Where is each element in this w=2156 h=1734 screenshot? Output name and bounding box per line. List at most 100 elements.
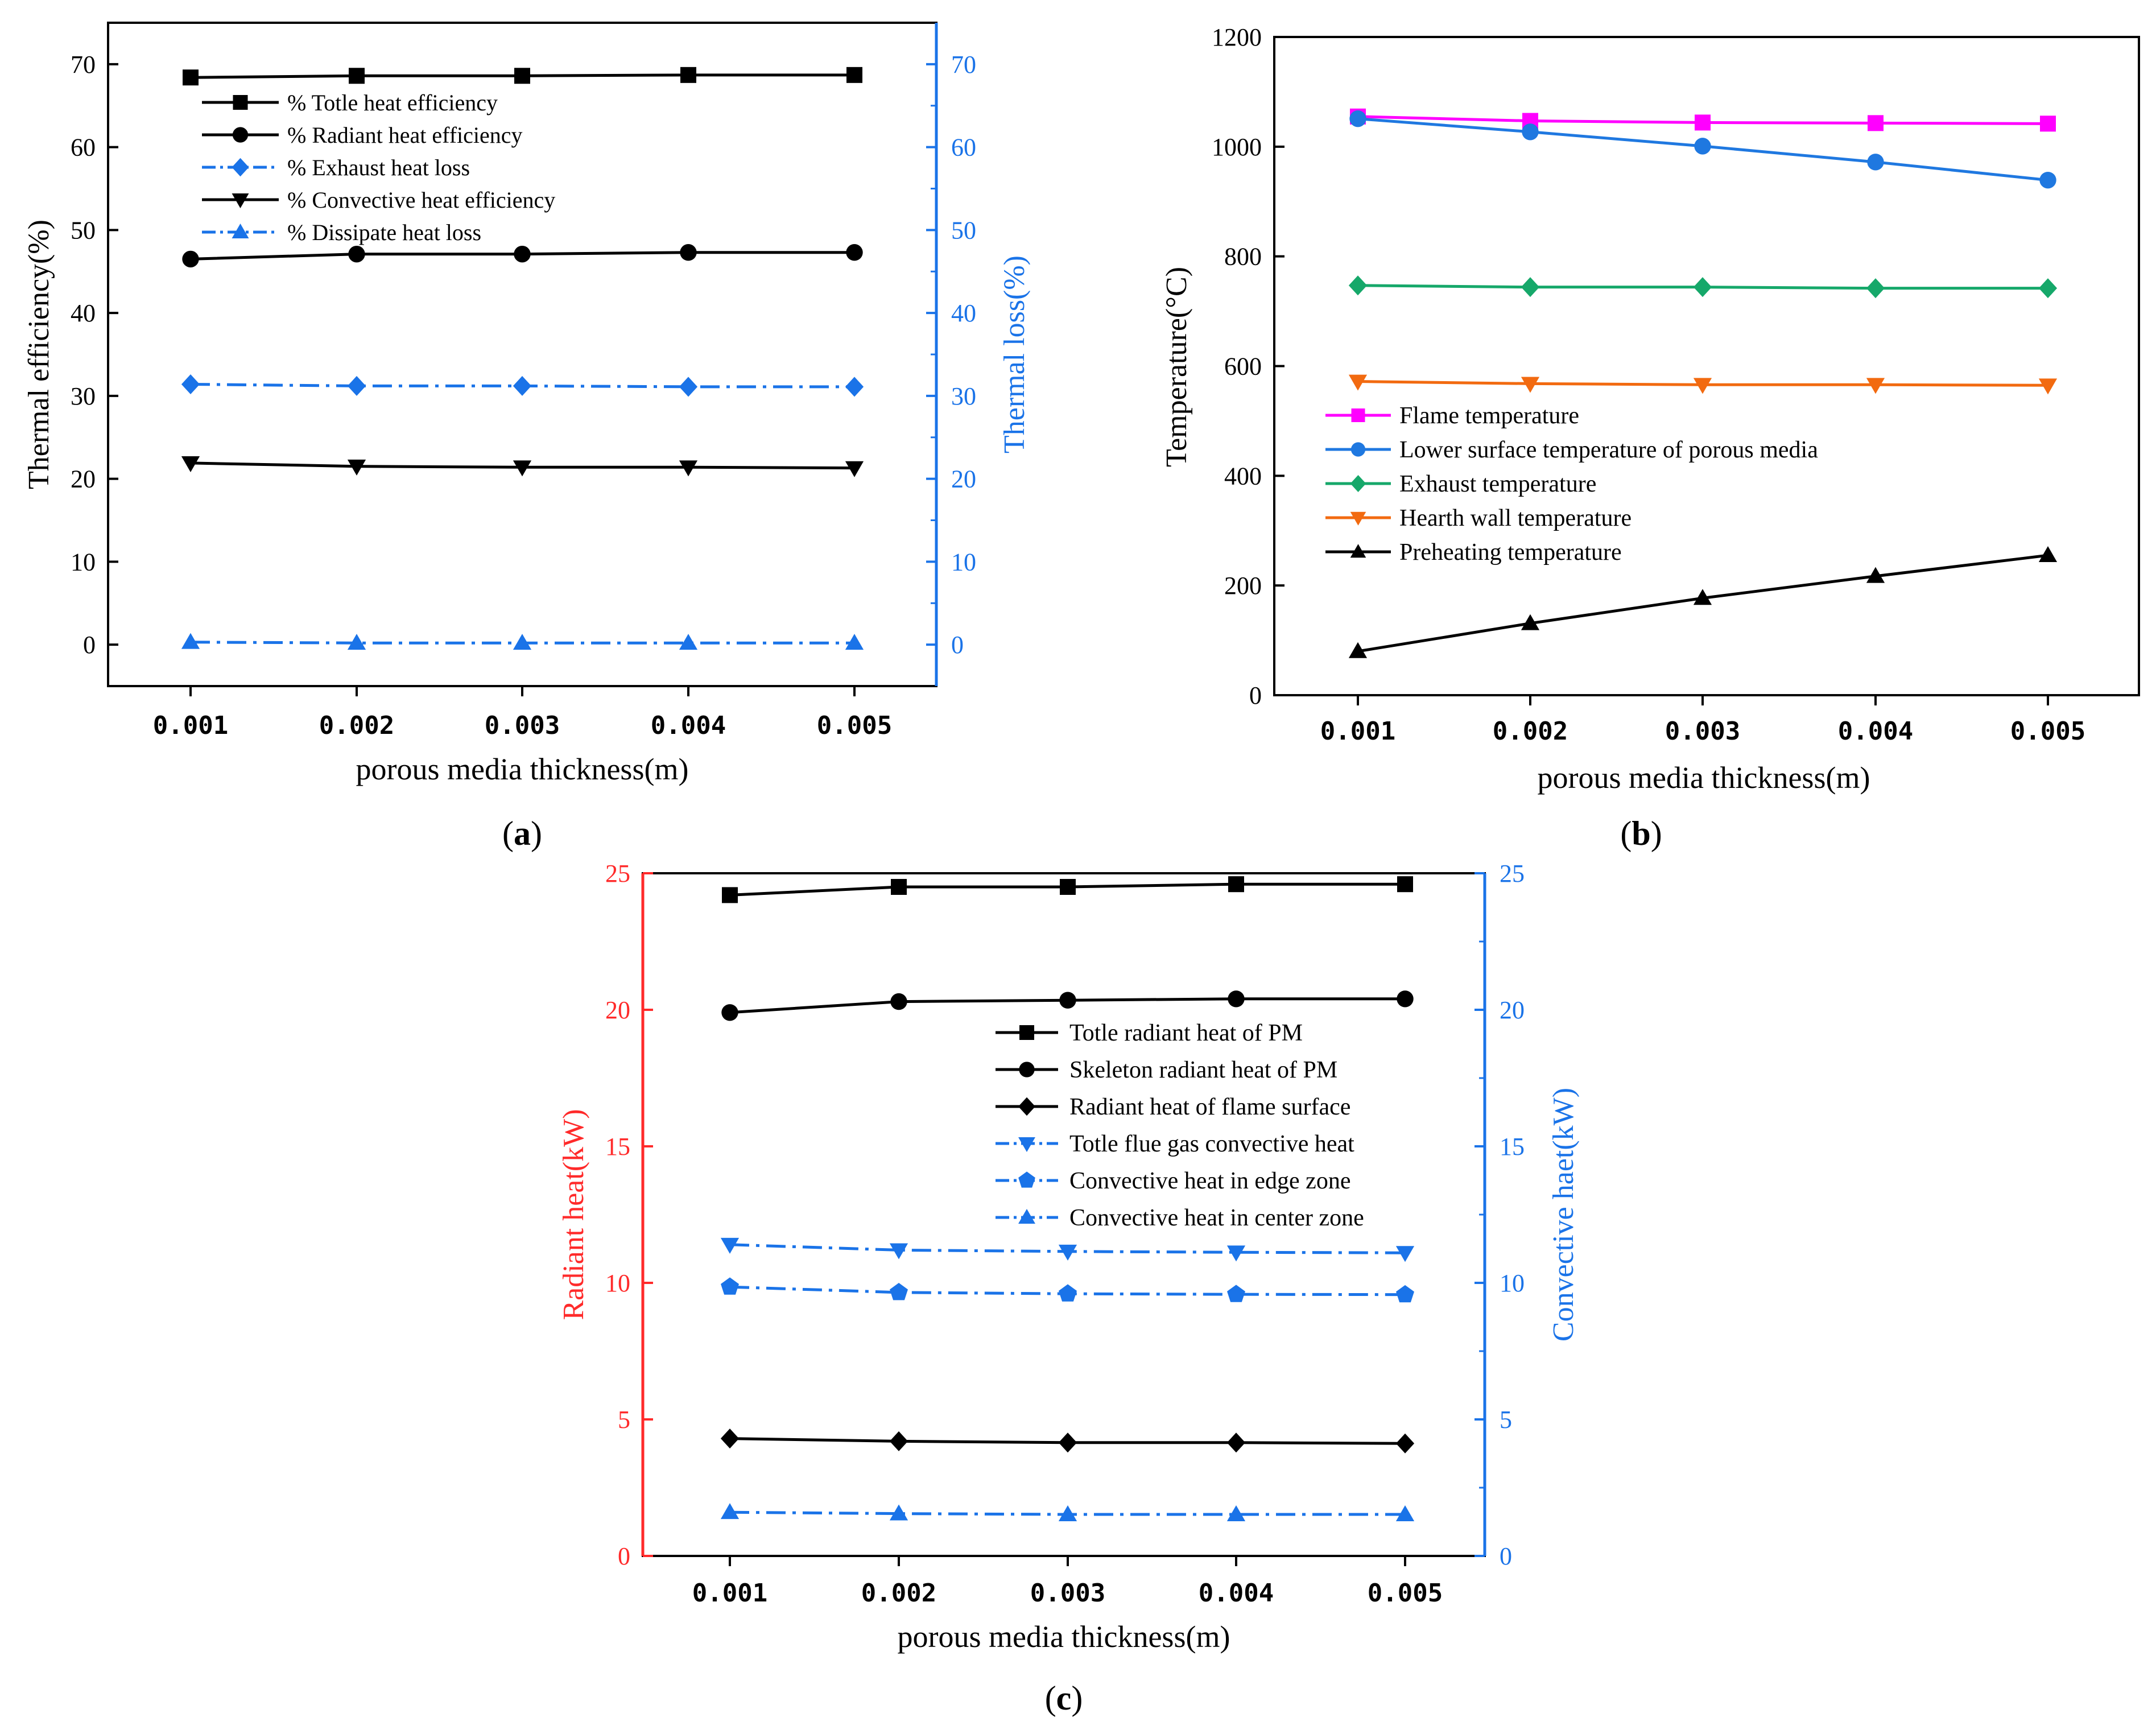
y-tick-label-right: 10 bbox=[951, 548, 976, 576]
y-tick-label: 0 bbox=[83, 631, 96, 659]
y-tick-label: 20 bbox=[71, 465, 96, 493]
data-point bbox=[1058, 1505, 1077, 1521]
y-tick-label: 600 bbox=[1224, 353, 1262, 381]
y-axis-label: Temperature(°C) bbox=[1160, 267, 1193, 467]
y-tick-label-right: 15 bbox=[1500, 1133, 1525, 1161]
data-point bbox=[514, 245, 531, 263]
data-point bbox=[2038, 378, 2058, 395]
y-tick-label-right: 10 bbox=[1500, 1269, 1525, 1297]
x-tick-label: 0.004 bbox=[1199, 1579, 1274, 1608]
y-tick-label: 10 bbox=[605, 1269, 630, 1297]
data-point bbox=[1695, 114, 1711, 131]
data-point bbox=[1693, 378, 1712, 394]
panel-c: 0 5 10 15 20 25 0 5 10 15 20 25 0.001 0.002 0.003 0.004… bbox=[557, 860, 1580, 1717]
x-tick-label: 0.005 bbox=[817, 711, 892, 740]
data-point bbox=[1395, 1505, 1415, 1521]
x-axis-label: porous media thickness(m) bbox=[898, 1620, 1230, 1654]
data-point bbox=[721, 1277, 739, 1295]
y-axis-label: Radiant heat(kW) bbox=[557, 1109, 590, 1320]
legend-label: % Convective heat efficiency bbox=[287, 187, 555, 213]
data-point bbox=[347, 459, 366, 476]
legend-marker bbox=[1019, 1062, 1035, 1077]
data-point bbox=[1521, 277, 1540, 298]
y-tick-label: 30 bbox=[71, 382, 96, 410]
legend-marker bbox=[1350, 511, 1366, 526]
y-tick-label: 1000 bbox=[1212, 133, 1262, 161]
legend-label: Lower surface temperature of porous medi… bbox=[1399, 437, 1818, 463]
panel-a: 0 10 20 30 40 50 60 70 0 10 20 30 40 50 60 70 0.001 0.002… bbox=[23, 22, 1031, 852]
y-tick-label: 0 bbox=[618, 1542, 630, 1570]
legend-marker bbox=[232, 193, 249, 208]
y-tick-label-right: 40 bbox=[951, 299, 976, 327]
legend-marker bbox=[232, 158, 249, 177]
data-point bbox=[1866, 567, 1885, 583]
x-tick-label: 0.002 bbox=[319, 711, 394, 740]
legend-label: Totle radiant heat of PM bbox=[1069, 1020, 1303, 1046]
legend-marker bbox=[1018, 1209, 1035, 1224]
data-point bbox=[1228, 990, 1245, 1008]
data-point bbox=[721, 1004, 738, 1021]
panel-label: (a) bbox=[502, 815, 542, 852]
y-tick-label-right: 20 bbox=[1500, 996, 1525, 1024]
data-point bbox=[846, 244, 863, 261]
y-tick-label: 1200 bbox=[1212, 23, 1262, 51]
data-point bbox=[182, 250, 199, 268]
data-point bbox=[1397, 876, 1413, 893]
data-point bbox=[890, 993, 907, 1010]
data-point bbox=[513, 460, 532, 477]
data-point bbox=[1348, 374, 1368, 391]
y-tick-label: 800 bbox=[1224, 243, 1262, 271]
data-point bbox=[513, 634, 532, 650]
data-point bbox=[1694, 138, 1711, 155]
data-point bbox=[846, 67, 862, 83]
legend-marker bbox=[1018, 1097, 1035, 1116]
y-tick-label-right: 50 bbox=[951, 216, 976, 244]
legend-label: Radiant heat of flame surface bbox=[1069, 1094, 1350, 1120]
data-point bbox=[183, 69, 199, 86]
data-point bbox=[1693, 277, 1712, 298]
data-point bbox=[845, 634, 864, 650]
data-point bbox=[181, 456, 200, 473]
y-tick-label: 10 bbox=[71, 548, 96, 576]
data-point bbox=[513, 375, 532, 396]
legend-label: Convective heat in edge zone bbox=[1069, 1168, 1350, 1194]
y-tick-label-right: 20 bbox=[951, 465, 976, 493]
data-point bbox=[347, 634, 366, 650]
x-tick-label: 0.001 bbox=[692, 1579, 767, 1608]
legend-marker bbox=[1350, 442, 1366, 457]
data-point bbox=[889, 1243, 908, 1260]
x-tick-label: 0.004 bbox=[1838, 717, 1913, 746]
data-point bbox=[1395, 1246, 1415, 1262]
legend-label: Convective heat in center zone bbox=[1069, 1205, 1364, 1231]
x-tick-label: 0.001 bbox=[1320, 717, 1395, 746]
y-tick-label: 20 bbox=[605, 996, 630, 1024]
legend-label: Hearth wall temperature bbox=[1399, 505, 1632, 531]
y-tick-label: 40 bbox=[71, 299, 96, 327]
data-point bbox=[1058, 1244, 1077, 1261]
y-tick-label: 50 bbox=[71, 216, 96, 244]
data-point bbox=[2038, 278, 2058, 299]
data-point bbox=[514, 68, 530, 84]
data-point bbox=[1867, 154, 1884, 171]
y-axis-label-right: Thermal loss(%) bbox=[998, 255, 1031, 453]
legend-label: Totle flue gas convective heat bbox=[1069, 1131, 1354, 1157]
legend-label: % Exhaust heat loss bbox=[287, 155, 470, 180]
data-point bbox=[181, 374, 200, 394]
y-tick-label: 70 bbox=[71, 51, 96, 79]
legend-marker bbox=[232, 127, 249, 143]
x-axis-label: porous media thickness(m) bbox=[356, 752, 689, 786]
data-point bbox=[181, 633, 200, 649]
data-point bbox=[890, 1283, 908, 1300]
legend-marker bbox=[1351, 408, 1365, 422]
data-point bbox=[1226, 1245, 1246, 1262]
y-tick-label: 25 bbox=[605, 860, 630, 887]
y-tick-label: 400 bbox=[1224, 462, 1262, 490]
panel-b: 0 200 400 600 800 1000 1200 0.001 0.002 0.003 0.00… bbox=[1160, 23, 2140, 852]
panel-label: (b) bbox=[1620, 815, 1662, 852]
data-point bbox=[679, 377, 698, 397]
data-point bbox=[1059, 1284, 1077, 1302]
x-tick-label: 0.005 bbox=[2010, 717, 2085, 746]
legend-label: % Radiant heat efficiency bbox=[287, 122, 523, 148]
y-tick-label: 15 bbox=[605, 1133, 630, 1161]
data-point bbox=[1693, 589, 1712, 605]
